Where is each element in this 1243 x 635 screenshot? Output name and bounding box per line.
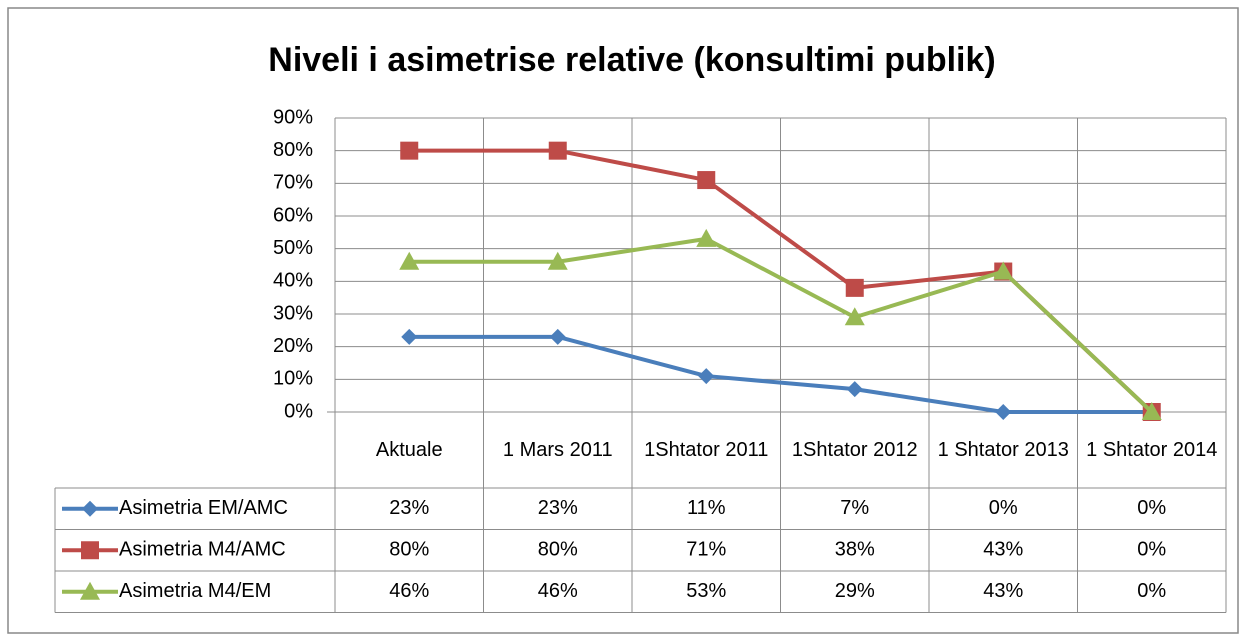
x-tick-label-box: 1 Shtator 2014: [1086, 439, 1218, 461]
marker: [1141, 402, 1162, 420]
x-tick-label: 1 Shtator 2014: [1086, 439, 1218, 461]
table-cell: 80%: [389, 539, 429, 561]
y-tick-label: 60%: [273, 204, 313, 226]
table-cell: 0%: [1137, 539, 1166, 561]
marker: [698, 368, 715, 385]
table-cell: 11%: [687, 497, 726, 519]
table-cell: 80%: [538, 539, 578, 561]
marker: [844, 307, 865, 326]
marker: [845, 278, 864, 297]
legend-item: Asimetria EM/AMC: [62, 497, 288, 519]
x-tick-label: 1Shtator 2011: [644, 439, 769, 461]
marker: [401, 328, 418, 345]
y-tick-label: 20%: [273, 335, 313, 357]
chart-border: [7, 7, 1239, 634]
legend-label: Asimetria EM/AMC: [119, 497, 288, 519]
table-cell: 29%: [835, 580, 875, 602]
marker: [80, 581, 100, 600]
marker: [81, 541, 99, 560]
x-tick-label-box: 1Shtator 2011: [644, 439, 769, 461]
table-cell: 23%: [538, 497, 578, 519]
legend-item: Asimetria M4/AMC: [62, 539, 286, 561]
x-tick-label-box: 1 Mars 2011: [502, 439, 613, 461]
marker: [547, 251, 568, 270]
x-tick-label-box: 1Shtator 2012: [791, 439, 918, 461]
y-tick-label: 80%: [273, 139, 313, 161]
y-tick-label: 10%: [273, 368, 313, 390]
marker: [993, 261, 1014, 280]
table-cell: 46%: [538, 580, 578, 602]
table-cell: 23%: [389, 497, 429, 519]
chart-title: Niveli i asimetrise relative (konsultimi…: [268, 41, 995, 79]
y-tick-label: 90%: [273, 106, 313, 128]
y-tick-label: 30%: [273, 302, 313, 324]
y-tick-label: 70%: [273, 172, 313, 194]
y-tick-label: 0%: [284, 400, 313, 422]
legend-label: Asimetria M4/EM: [119, 580, 271, 602]
marker: [548, 141, 567, 160]
table-cell: 43%: [983, 580, 1023, 602]
table-cell: 43%: [983, 539, 1023, 561]
legend-item: Asimetria M4/EM: [62, 580, 271, 602]
x-tick-label-box: 1 Shtator 2013: [937, 439, 1069, 461]
x-tick-label: 1Shtator 2012: [791, 439, 918, 461]
table-cell: 46%: [389, 580, 429, 602]
marker: [995, 404, 1012, 420]
x-tick-label: 1 Mars 2011: [502, 439, 613, 461]
x-tick-label: 1 Shtator 2013: [937, 439, 1069, 461]
x-tick-label-box: Aktuale: [375, 439, 443, 461]
marker: [549, 328, 566, 345]
table-cell: 71%: [686, 539, 726, 561]
series-line: [409, 236, 1154, 414]
table-cell: 0%: [989, 497, 1018, 519]
series-line: [409, 334, 1152, 414]
table-cell: 0%: [1137, 497, 1166, 519]
y-tick-label: 50%: [273, 237, 313, 259]
table-cell: 53%: [686, 580, 726, 602]
table-cell: 7%: [840, 497, 869, 519]
legend-label: Asimetria M4/AMC: [119, 539, 286, 561]
marker: [399, 251, 420, 270]
marker: [400, 141, 419, 160]
marker: [697, 171, 716, 190]
table-cell: 0%: [1137, 580, 1166, 602]
marker: [846, 381, 863, 398]
marker: [82, 500, 98, 517]
table-cell: 38%: [835, 539, 875, 561]
marker: [696, 228, 717, 247]
y-tick-label: 40%: [273, 270, 313, 292]
x-tick-label: Aktuale: [375, 439, 443, 461]
